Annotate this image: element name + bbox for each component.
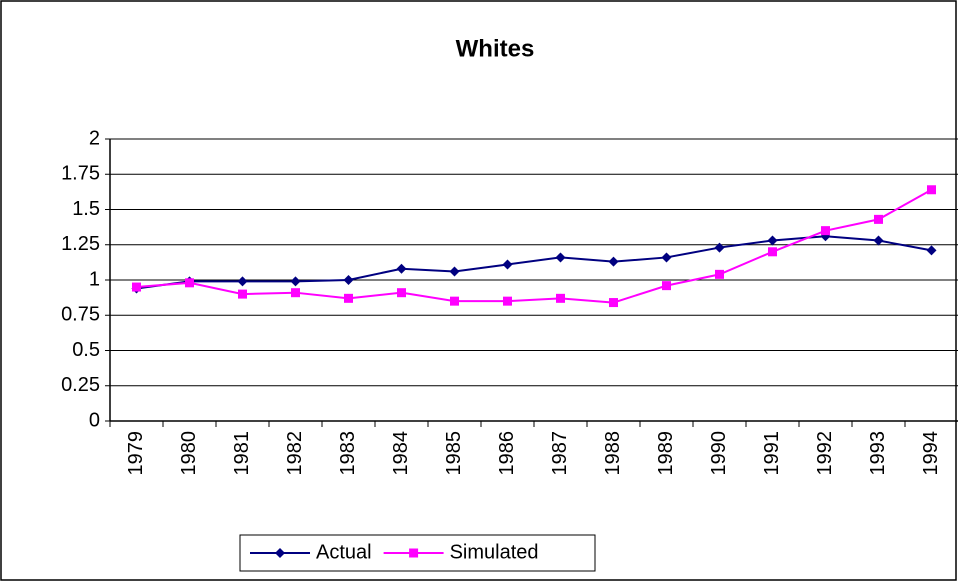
data-point [661,252,672,263]
y-tick-label: 0 [89,409,100,431]
y-tick-label: 2 [89,127,100,149]
x-tick-label: 1983 [337,431,359,476]
legend-label: Actual [316,541,372,563]
x-tick-label: 1986 [496,431,518,476]
y-tick-label: 0.75 [61,304,100,326]
x-tick-label: 1990 [708,431,730,476]
data-point [714,242,725,253]
data-point [821,226,830,236]
x-tick-label: 1993 [867,431,889,476]
y-tick-label: 1.25 [61,233,100,255]
x-tick-label: 1982 [284,431,306,476]
data-point [502,259,513,270]
x-tick-label: 1981 [231,431,253,476]
x-tick-label: 1979 [125,431,147,476]
legend-marker [275,548,285,558]
data-point [449,266,460,277]
data-point [715,269,724,279]
data-point [238,289,247,299]
y-tick-label: 0.25 [61,374,100,396]
data-point [397,288,406,298]
data-point [608,256,619,267]
data-point [290,276,301,287]
data-point [609,298,618,308]
x-tick-label: 1994 [920,431,942,476]
data-point [556,293,565,303]
y-tick-label: 1.5 [72,198,100,220]
data-point [873,235,884,246]
x-tick-label: 1987 [549,431,571,476]
x-tick-label: 1984 [390,431,412,476]
data-point [344,293,353,303]
data-point [185,278,194,288]
data-point [291,288,300,298]
y-tick-label: 0.5 [72,339,100,361]
data-point [343,275,354,285]
legend-label: Simulated [450,541,539,563]
data-point [927,185,936,195]
data-point [503,296,512,306]
data-point [767,235,778,246]
y-tick-label: 1 [89,268,100,290]
series-line [136,188,932,304]
data-point [237,276,248,287]
data-point [132,282,141,292]
y-tick-label: 1.75 [61,163,100,185]
x-tick-label: 1985 [443,431,465,476]
x-tick-label: 1989 [655,431,677,476]
data-point [396,263,407,274]
x-tick-label: 1988 [602,431,624,476]
x-tick-label: 1980 [178,431,200,476]
data-point [768,247,777,257]
data-point [555,252,566,263]
data-point [662,281,671,291]
chart-title: Whites [456,35,535,62]
legend-marker [409,548,419,558]
data-point [926,245,937,256]
x-tick-label: 1991 [761,431,783,476]
series-line [136,235,932,290]
x-tick-label: 1992 [814,431,836,476]
data-point [450,296,459,306]
data-point [874,214,883,224]
